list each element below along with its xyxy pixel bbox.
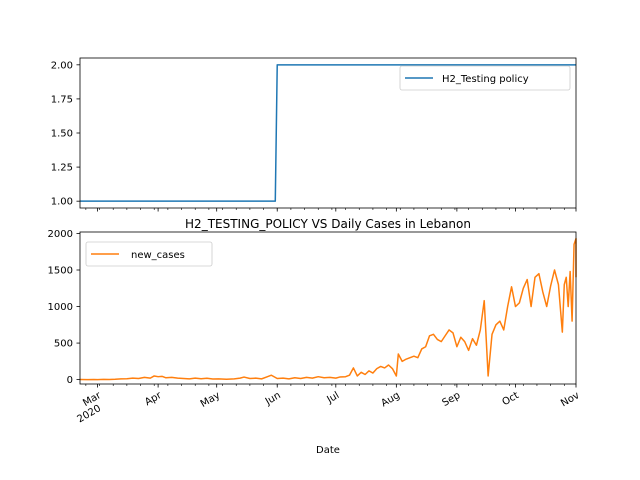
top-y-tick-label: 1.25 <box>51 163 73 174</box>
bottom-y-tick-label: 0 <box>67 375 73 386</box>
top-subplot: 1.00 1.25 1.50 1.75 2.00 H2_Testing policy <box>51 57 577 212</box>
top-x-ticks <box>85 208 577 212</box>
top-legend-box <box>399 65 571 91</box>
top-legend-label: H2_Testing policy <box>442 74 529 85</box>
bottom-plot-lines <box>79 237 577 381</box>
top-y-tick-label: 1.00 <box>51 197 73 208</box>
top-y-tick-label: 1.75 <box>51 94 73 105</box>
bottom-y-tick-label: 1500 <box>48 266 73 277</box>
top-y-ticks: 1.00 1.25 1.50 1.75 2.00 <box>51 60 80 208</box>
bottom-legend-box <box>85 241 213 267</box>
bottom-y-tick-label: 2000 <box>48 229 73 240</box>
figure-title: H2_TESTING_POLICY VS Daily Cases in Leba… <box>185 217 471 231</box>
x-axis-label: Date <box>316 445 340 456</box>
top-y-tick-label: 2.00 <box>51 60 73 71</box>
bottom-axes-frame <box>79 231 577 385</box>
bottom-y-ticks: 0 500 1000 1500 2000 <box>48 229 80 386</box>
bottom-y-tick-label: 500 <box>54 339 73 350</box>
bottom-legend: new_cases <box>85 241 213 267</box>
top-series-line-0 <box>80 64 576 202</box>
top-legend: H2_Testing policy <box>399 65 571 91</box>
top-y-tick-label: 1.50 <box>51 129 73 140</box>
bottom-y-tick-label: 1000 <box>48 302 73 313</box>
top-plot-lines <box>80 64 576 202</box>
bottom-series-line-0 <box>79 237 577 381</box>
bottom-legend-label: new_cases <box>131 250 185 261</box>
